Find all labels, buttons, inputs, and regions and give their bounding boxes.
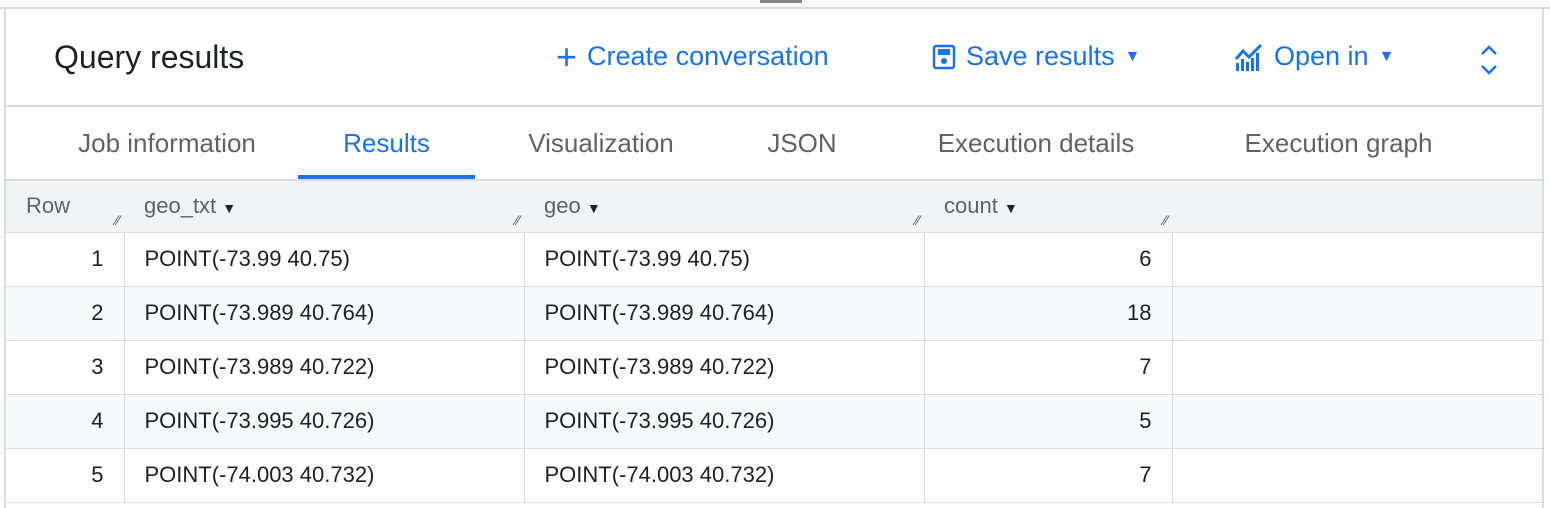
top-strip	[0, 0, 1550, 9]
results-header: Query results + Create conversation Save…	[6, 9, 1542, 107]
column-header-geo-txt[interactable]: geo_txt ▼ ⁄⁄	[124, 181, 524, 233]
empty-cell	[1172, 394, 1542, 449]
plus-icon: +	[556, 36, 578, 77]
geo-txt-cell: POINT(-73.989 40.722)	[124, 340, 525, 395]
resize-handle[interactable]	[760, 0, 802, 3]
geo-cell: POINT(-73.99 40.75)	[524, 232, 925, 287]
geo-txt-cell: POINT(-73.99 40.75)	[124, 232, 525, 287]
sort-caret-icon[interactable]: ▼	[222, 200, 237, 217]
tab-visualization[interactable]: Visualization	[528, 128, 674, 158]
empty-cell	[1172, 340, 1542, 395]
geo-txt-cell: POINT(-73.989 40.764)	[124, 286, 525, 341]
geo-txt-cell: POINT(-73.995 40.726)	[124, 394, 525, 449]
row-number: 1	[6, 232, 125, 287]
row-number: 5	[6, 448, 125, 503]
column-header-empty	[1172, 181, 1542, 233]
tab-json[interactable]: JSON	[767, 128, 837, 158]
results-table: Row ⁄⁄ geo_txt ▼ ⁄⁄ geo ▼ ⁄⁄ count ▼ ⁄⁄ 1 POI…	[6, 181, 1542, 503]
sort-caret-icon[interactable]: ▼	[1003, 200, 1018, 217]
count-cell: 7	[924, 340, 1173, 395]
open-in-button[interactable]: Open in ▼	[1234, 41, 1394, 72]
table-row[interactable]: 1 POINT(-73.99 40.75) POINT(-73.99 40.75) 6	[6, 232, 1542, 287]
column-header-count[interactable]: count ▼ ⁄⁄	[924, 181, 1172, 233]
count-cell: 6	[924, 232, 1173, 287]
caret-down-icon: ▼	[1378, 47, 1395, 65]
empty-cell	[1172, 448, 1542, 503]
tab-execution-details[interactable]: Execution details	[937, 128, 1135, 158]
create-conversation-button[interactable]: + Create conversation	[556, 36, 829, 77]
row-number: 2	[6, 286, 125, 341]
resize-icon[interactable]: ⁄⁄	[515, 211, 520, 228]
table-row[interactable]: 5 POINT(-74.003 40.732) POINT(-74.003 40.7…	[6, 448, 1542, 503]
expand-collapse-button[interactable]	[1478, 43, 1500, 77]
table-row[interactable]: 3 POINT(-73.989 40.722) POINT(-73.989 40.7…	[6, 340, 1542, 395]
geo-cell: POINT(-73.995 40.726)	[524, 394, 925, 449]
tab-execution-graph[interactable]: Execution graph	[1244, 128, 1433, 158]
query-results-panel: Query results + Create conversation Save…	[4, 9, 1544, 508]
caret-down-icon: ▼	[1124, 47, 1141, 65]
save-results-button[interactable]: Save results ▼	[932, 41, 1140, 72]
empty-cell	[1172, 286, 1542, 341]
resize-icon[interactable]: ⁄⁄	[1163, 211, 1168, 228]
chart-icon	[1234, 43, 1263, 71]
unfold-icon	[1481, 45, 1497, 75]
geo-cell: POINT(-73.989 40.722)	[524, 340, 925, 395]
page-title: Query results	[54, 39, 245, 75]
row-number: 4	[6, 394, 125, 449]
save-icon	[932, 44, 956, 69]
geo-cell: POINT(-74.003 40.732)	[524, 448, 925, 503]
geo-cell: POINT(-73.989 40.764)	[524, 286, 925, 341]
table-row[interactable]: 4 POINT(-73.995 40.726) POINT(-73.995 40.7…	[6, 394, 1542, 449]
tab-job-information[interactable]: Job information	[78, 128, 256, 158]
table-row[interactable]: 2 POINT(-73.989 40.764) POINT(-73.989 40.7…	[6, 286, 1542, 341]
empty-cell	[1172, 232, 1542, 287]
row-number: 3	[6, 340, 125, 395]
geo-txt-cell: POINT(-74.003 40.732)	[124, 448, 525, 503]
count-cell: 5	[924, 394, 1173, 449]
tab-results[interactable]: Results	[298, 107, 475, 179]
count-cell: 18	[924, 286, 1173, 341]
sort-caret-icon[interactable]: ▼	[586, 200, 601, 217]
column-header-row[interactable]: Row ⁄⁄	[6, 181, 124, 233]
resize-icon[interactable]: ⁄⁄	[915, 211, 920, 228]
count-cell: 7	[924, 448, 1173, 503]
resize-icon[interactable]: ⁄⁄	[115, 211, 120, 228]
results-tabs: Job information Results Visualization JS…	[6, 107, 1542, 181]
column-header-geo[interactable]: geo ▼ ⁄⁄	[524, 181, 924, 233]
